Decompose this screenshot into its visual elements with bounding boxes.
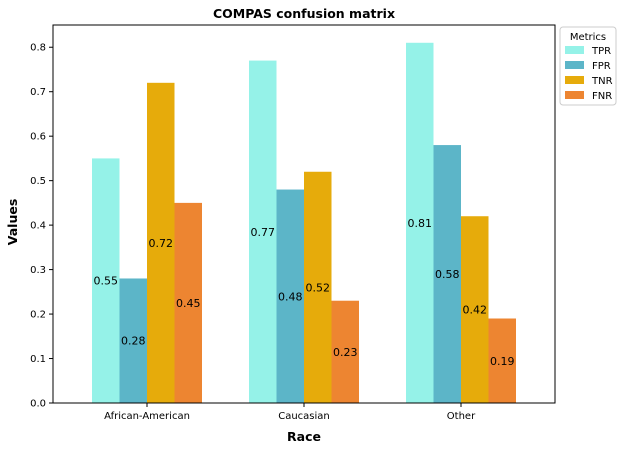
legend-title: Metrics: [570, 32, 606, 43]
data-label: 0.77: [251, 226, 276, 239]
y-tick-label: 0.6: [30, 132, 46, 143]
x-tick-label: Caucasian: [278, 411, 330, 422]
plot-area: 0.55 0.77 0.81 0.28 0.48 0.58 0.72 0.52 0.42 0.45…: [52, 24, 556, 404]
data-label: 0.81: [408, 217, 433, 230]
bar-tnr-0: [147, 82, 175, 403]
data-label: 0.72: [149, 237, 174, 250]
x-tick-label: Other: [447, 411, 476, 422]
legend-swatch-tnr: [565, 76, 584, 84]
chart-title: COMPAS confusion matrix: [213, 6, 395, 21]
legend-label-tnr: TNR: [591, 76, 613, 87]
data-label: 0.55: [94, 275, 119, 288]
x-tick-label: African-American: [104, 411, 190, 422]
bar-fnr-2: [488, 318, 516, 403]
y-tick-label: 0.0: [30, 399, 46, 410]
y-axis: 0.0 0.1 0.2 0.3 0.4 0.5 0.6 0.7 0.8: [30, 43, 53, 410]
data-label: 0.52: [306, 281, 331, 294]
bar-fpr-0: [119, 278, 147, 403]
data-label: 0.28: [121, 335, 146, 348]
y-tick-label: 0.3: [30, 265, 46, 276]
legend: Metrics TPR FPR TNR FNR: [559, 26, 617, 106]
y-tick-label: 0.8: [30, 43, 46, 54]
bar-tnr-1: [304, 171, 332, 403]
y-tick-label: 0.4: [30, 221, 46, 232]
legend-label-tpr: TPR: [591, 46, 611, 57]
y-tick-label: 0.5: [30, 176, 46, 187]
data-label: 0.42: [463, 304, 488, 317]
legend-swatch-tpr: [565, 46, 584, 54]
data-label: 0.45: [176, 297, 201, 310]
legend-label-fnr: FNR: [592, 91, 612, 102]
bar-tpr-0: [92, 158, 120, 403]
data-label: 0.19: [490, 355, 515, 368]
bar-tpr-2: [406, 42, 434, 403]
x-axis-title: Race: [287, 429, 321, 444]
y-tick-label: 0.1: [30, 354, 46, 365]
x-axis: African-American Caucasian Other: [104, 403, 476, 422]
y-tick-label: 0.7: [30, 87, 46, 98]
y-axis-title: Values: [5, 199, 20, 246]
bar-fpr-1: [276, 189, 304, 403]
data-label: 0.58: [435, 268, 460, 281]
data-label: 0.48: [278, 290, 303, 303]
legend-label-fpr: FPR: [592, 61, 611, 72]
bar-fpr-2: [433, 145, 461, 403]
bar-tpr-1: [249, 60, 277, 403]
bar-fnr-1: [331, 300, 359, 403]
legend-swatch-fpr: [565, 61, 584, 69]
legend-swatch-fnr: [565, 91, 584, 99]
data-label: 0.23: [333, 346, 358, 359]
bar-fnr-0: [174, 202, 202, 403]
bar-tnr-2: [461, 216, 489, 403]
y-tick-label: 0.2: [30, 310, 46, 321]
